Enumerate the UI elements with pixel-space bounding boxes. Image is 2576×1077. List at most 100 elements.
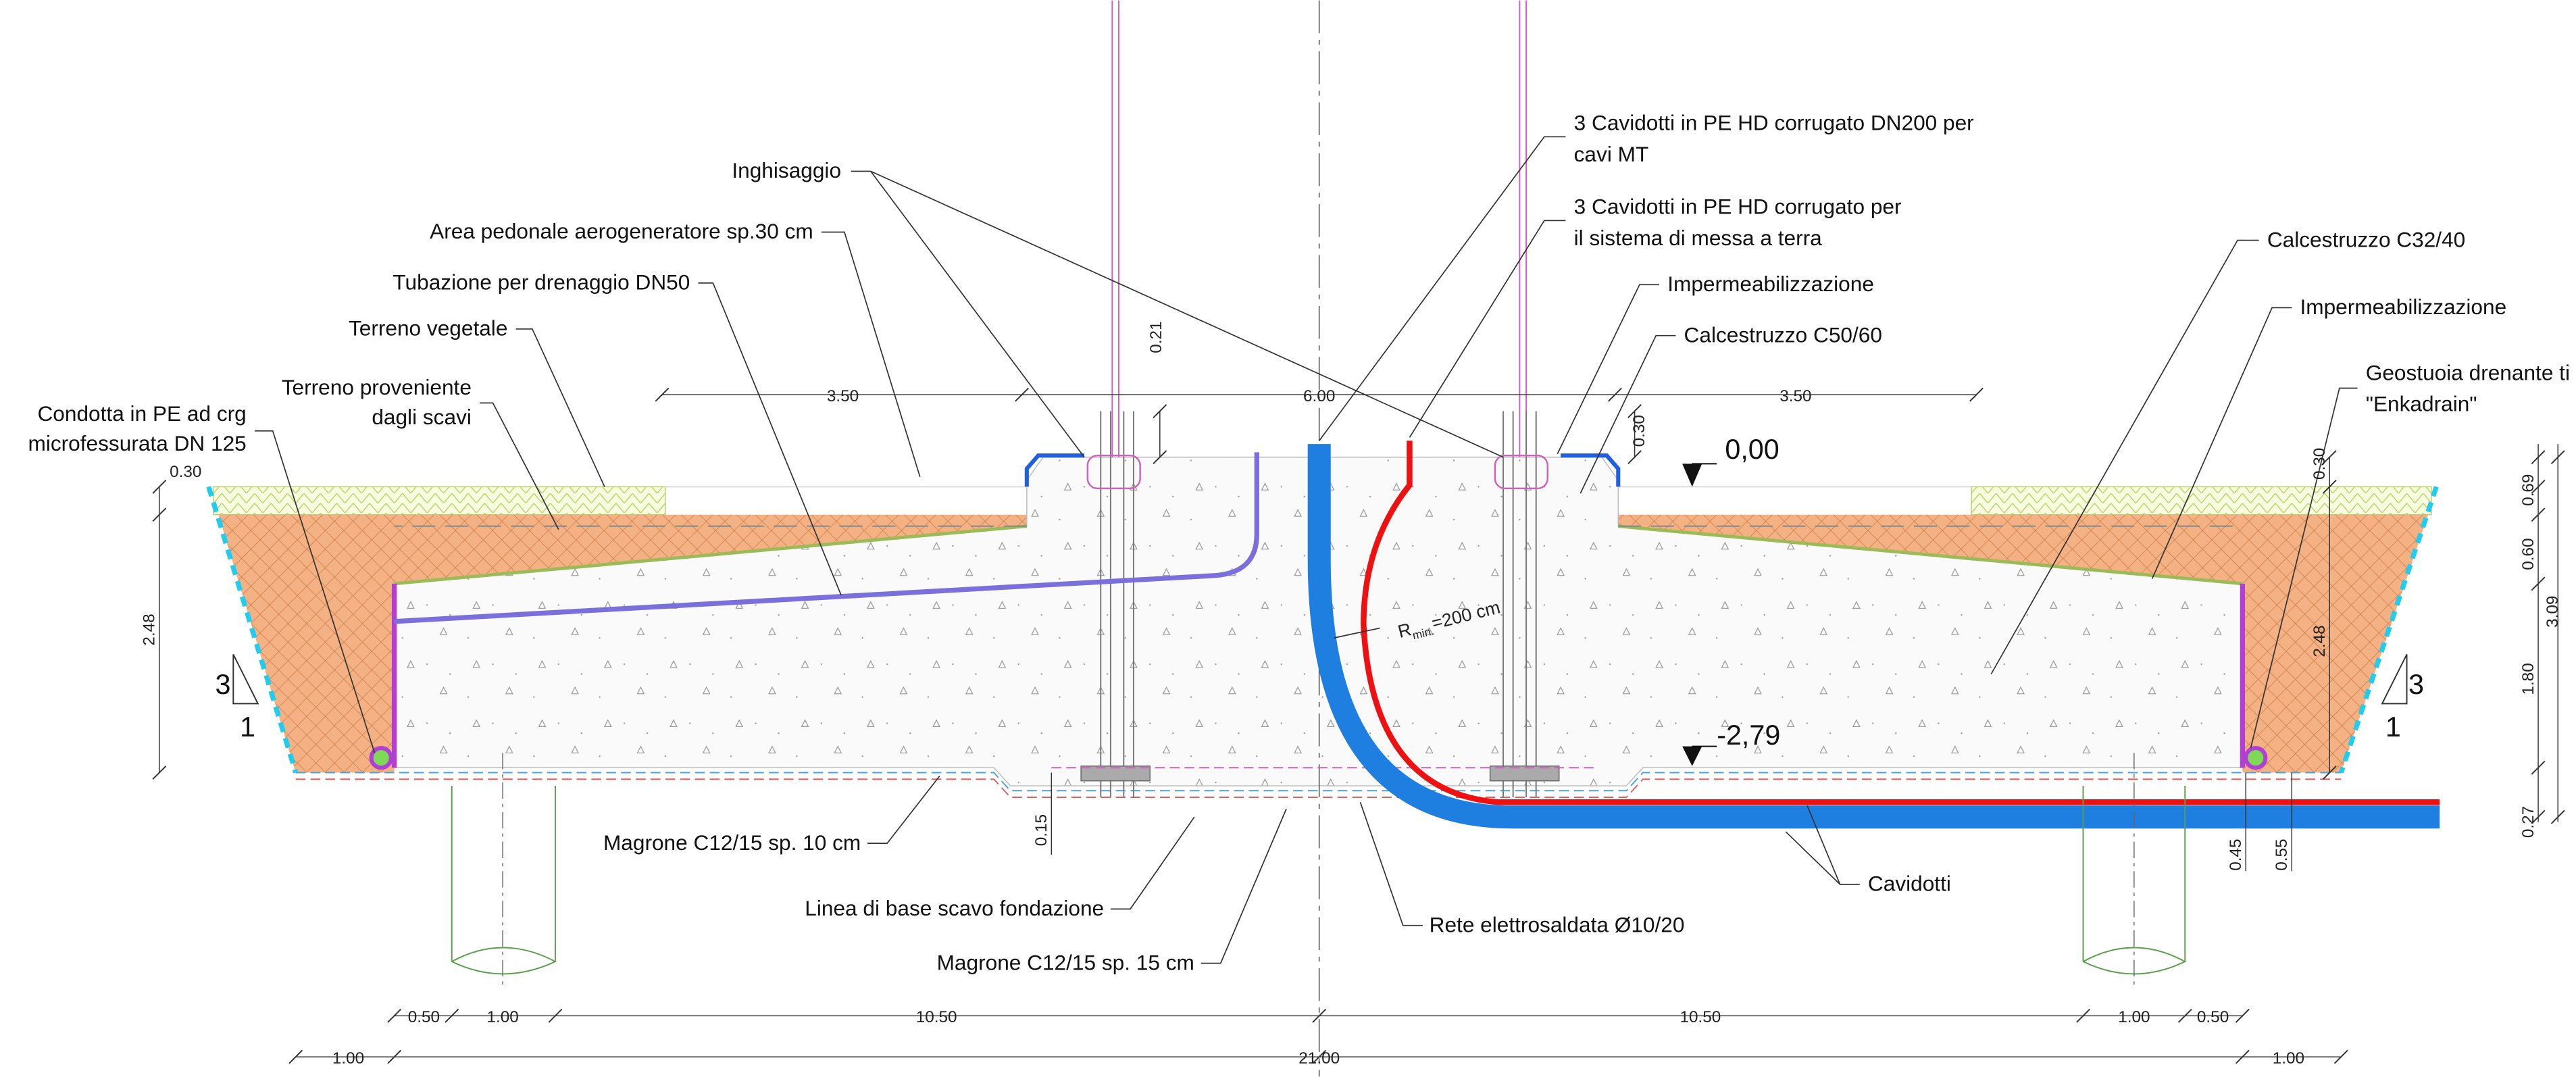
- callout: Magrone C12/15 sp. 10 cm: [603, 830, 861, 855]
- topsoil: [1971, 486, 2432, 516]
- callout-text: Geostuoia drenante ti: [2366, 360, 2570, 384]
- dimension-label: 1.00: [2118, 1008, 2150, 1026]
- section-geometry: [206, 0, 2440, 1077]
- slope-mark: [232, 654, 2408, 705]
- tick: [1969, 387, 1984, 402]
- callout-text: microfessurata DN 125: [28, 431, 247, 455]
- callout-text: Magrone C12/15 sp. 10 cm: [603, 830, 861, 855]
- callout-text: Impermeabilizzazione: [2300, 295, 2506, 319]
- dimension-label: 1.00: [332, 1049, 364, 1068]
- dimension-label: 3.50: [827, 387, 859, 405]
- dimension-label: 10.50: [1680, 1008, 1721, 1026]
- tick: [1015, 387, 1029, 402]
- callout-text: 3 Cavidotti in PE HD corrugato per: [1574, 195, 1902, 219]
- geomat: [206, 486, 2439, 774]
- callout: Geostuoia drenante ti "Enkadrain": [2366, 360, 2570, 416]
- tick: [1153, 404, 1167, 418]
- dimension-ticks: [152, 387, 2565, 1064]
- leader: [698, 282, 842, 596]
- leaders: [254, 136, 2358, 964]
- backfill: [1618, 514, 2429, 773]
- tick: [2550, 450, 2565, 465]
- callout: Rete elettrosaldata Ø10/20: [1430, 912, 1685, 936]
- callout-text: Magrone C12/15 sp. 15 cm: [937, 950, 1194, 974]
- leader: [867, 775, 940, 844]
- tick: [152, 479, 167, 494]
- callout-text: Area pedonale aerogeneratore sp.30 cm: [430, 219, 813, 243]
- callout: Tubazione per drenaggio DN50: [393, 270, 690, 295]
- callout: Terreno proveniente dagli scavi: [282, 375, 472, 429]
- tick: [2531, 507, 2546, 522]
- dimension-label: 6.00: [1303, 387, 1335, 405]
- tick: [1608, 387, 1622, 402]
- callout: 3 Cavidotti in PE HD corrugato per il sis…: [1574, 195, 1902, 250]
- dimension-label: 0.21: [1147, 321, 1165, 353]
- callout: Condotta in PE ad crg microfessurata DN 1…: [28, 401, 247, 455]
- tick: [2531, 760, 2546, 775]
- slope-label: 1: [240, 711, 255, 743]
- dimension-label: 0.30: [170, 463, 201, 481]
- tick: [2333, 1049, 2348, 1064]
- callout-text: dagli scavi: [372, 405, 472, 429]
- dimension-label: 0.60: [2519, 538, 2537, 570]
- callout-text: "Enkadrain": [2366, 392, 2477, 416]
- leader: [1990, 239, 2259, 675]
- leader: [2151, 307, 2292, 579]
- mv-ducts: [1307, 444, 2440, 829]
- level-marks: [1692, 463, 1717, 747]
- dimension-label: 1.00: [2273, 1049, 2304, 1068]
- callout-text: cavi MT: [1574, 142, 1649, 166]
- dimension-label: 0.45: [2227, 838, 2245, 870]
- drain-wall: [391, 583, 2246, 768]
- leader: [1409, 220, 1566, 438]
- drain-conduit: [2244, 746, 2268, 770]
- leader: [1110, 816, 1195, 910]
- vertical-dimensions: 0.21 0.30 0.30 2.48 0.30 2.48 0.69 0.60 1.80 0.27…: [141, 321, 2562, 870]
- callout: Linea di base scavo fondazione: [805, 896, 1104, 920]
- leader: [1785, 805, 1860, 885]
- membrane: [394, 524, 2243, 586]
- dimension-label: 2.48: [2310, 625, 2329, 657]
- callout: Impermeabilizzazione: [1667, 272, 1874, 296]
- tick: [2531, 576, 2546, 591]
- callout: 3 Cavidotti in PE HD corrugato DN200 per…: [1574, 111, 1974, 166]
- callout-text: Inghisaggio: [732, 158, 841, 182]
- anchor-plate: [1080, 766, 1151, 782]
- tick: [2550, 809, 2565, 824]
- level-label: 0,00: [1725, 434, 1779, 465]
- tick: [2235, 1009, 2250, 1023]
- tick: [2322, 766, 2337, 780]
- pile-axis: [502, 753, 2135, 986]
- tick: [445, 1009, 459, 1023]
- tick: [2076, 1009, 2090, 1023]
- bolt-cage: [1086, 454, 1141, 490]
- tick: [2235, 1049, 2250, 1064]
- dimension-label: 3.50: [1779, 387, 1811, 405]
- dimension-lines: [152, 387, 2565, 1064]
- callout-text: Terreno vegetale: [349, 316, 507, 341]
- drain-conduit: [369, 746, 393, 770]
- callout-text: Terreno proveniente: [282, 375, 472, 399]
- leader: [1580, 334, 1676, 494]
- callout-text: 3 Cavidotti in PE HD corrugato DN200 per: [1574, 111, 1974, 135]
- tick: [387, 1009, 402, 1023]
- tick: [2177, 1009, 2192, 1023]
- bolt-cage: [1494, 454, 1548, 490]
- leader: [821, 231, 921, 478]
- callout: Terreno vegetale: [349, 316, 507, 341]
- dimension-label: 0.50: [2197, 1008, 2229, 1026]
- dimension-label: 0.30: [1630, 415, 1648, 447]
- callout: Area pedonale aerogeneratore sp.30 cm: [430, 219, 813, 243]
- callout: Impermeabilizzazione: [2300, 295, 2506, 319]
- dimension-label: 0.55: [2273, 838, 2291, 870]
- callout-text: Linea di base scavo fondazione: [805, 896, 1104, 920]
- leader: [254, 430, 376, 753]
- leader: [1319, 136, 1566, 441]
- piles: [451, 947, 2187, 975]
- topsoil: [213, 486, 666, 516]
- drain-pipe: [394, 452, 1259, 624]
- tick: [288, 1049, 303, 1064]
- excavation-base: [295, 778, 2342, 798]
